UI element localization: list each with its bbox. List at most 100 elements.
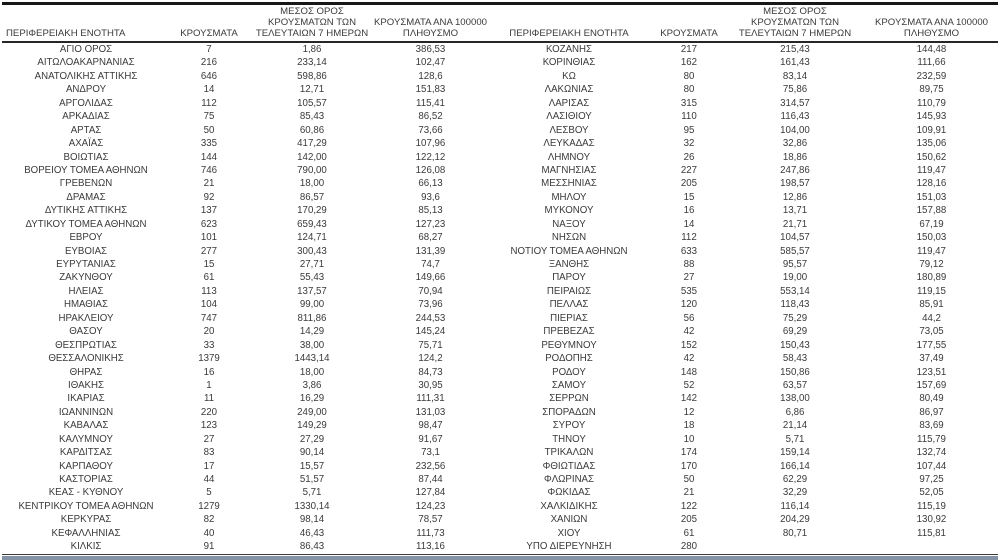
region-cell: ΙΘΑΚΗΣ bbox=[68, 379, 104, 391]
cases-cell: 20 bbox=[203, 326, 215, 338]
cases-cell: 217 bbox=[680, 44, 698, 55]
avg7-cell: 314,57 bbox=[780, 97, 810, 109]
cases-cell: 633 bbox=[680, 245, 698, 257]
per100k-cell: 78,57 bbox=[418, 514, 443, 526]
avg7-cell: 15,57 bbox=[299, 460, 325, 472]
avg7-cell: 21,71 bbox=[782, 218, 808, 230]
cases-cell: 16 bbox=[203, 366, 215, 378]
cases-cell: 80 bbox=[683, 70, 695, 82]
cases-cell: 18 bbox=[683, 420, 695, 432]
per100k-cell: 66,13 bbox=[418, 178, 443, 190]
avg7-cell: 18,00 bbox=[299, 178, 325, 190]
header-cases-left-label: ΚΡΟΥΣΜΑΤΑ bbox=[180, 28, 238, 39]
cases-cell: 112 bbox=[201, 97, 217, 109]
region-cell: ΚΟΖΑΝΗΣ bbox=[545, 44, 593, 55]
avg7-cell: 166,14 bbox=[780, 460, 810, 472]
avg7-cell: 99,00 bbox=[299, 299, 325, 311]
table-row: ΑΧΑΪΑΣ 335 417,29 107,96 ΛΕΥΚΑΔΑΣ 32 32,86 135,… bbox=[2, 137, 998, 150]
avg7-cell: 233,14 bbox=[297, 57, 327, 69]
avg7-cell: 204,29 bbox=[780, 514, 810, 526]
region-cell: ΜΥΚΟΝΟΥ bbox=[544, 205, 594, 217]
avg7-cell: 142,00 bbox=[297, 151, 327, 163]
table-row: ΒΟΙΩΤΙΑΣ 144 142,00 122,12 ΛΗΜΝΟΥ 26 18,86 150,… bbox=[2, 151, 998, 164]
per100k-cell: 79,12 bbox=[919, 259, 944, 270]
region-cell: ΚΙΛΚΙΣ bbox=[70, 541, 102, 553]
per100k-cell: 123,51 bbox=[916, 366, 947, 378]
table-body: ΑΓΙΟ ΟΡΟΣ 7 1,86 386,53 ΚΟΖΑΝΗΣ 217 215,43 144,… bbox=[2, 43, 998, 555]
per100k-cell: 144,48 bbox=[916, 44, 947, 55]
cases-cell: 137 bbox=[200, 205, 218, 217]
cases-cell: 32 bbox=[683, 138, 695, 150]
region-cell: ΕΥΡΥΤΑΝΙΑΣ bbox=[56, 259, 116, 270]
avg7-cell: 124,71 bbox=[297, 232, 327, 244]
avg7-cell: 1,86 bbox=[302, 44, 322, 55]
header-region-right: ΠΕΡΙΦΕΡΕΙΑΚΗ ΕΝΟΤΗΤΑ bbox=[485, 5, 653, 41]
cases-cell: 42 bbox=[683, 353, 695, 365]
per100k-cell: 177,55 bbox=[916, 339, 947, 351]
avg7-cell: 5,71 bbox=[302, 487, 322, 499]
table-row: ΙΘΑΚΗΣ 1 3,86 30,95 ΣΑΜΟΥ 52 63,57 157,69 bbox=[2, 379, 998, 392]
avg7-cell: 62,29 bbox=[782, 474, 808, 485]
avg7-cell: 138,00 bbox=[780, 393, 810, 405]
region-cell: ΡΟΔΟΥ bbox=[552, 366, 586, 378]
per100k-cell bbox=[865, 540, 998, 553]
per100k-cell: 87,44 bbox=[418, 474, 443, 485]
per100k-cell: 98,47 bbox=[418, 420, 443, 432]
per100k-cell: 30,95 bbox=[418, 379, 443, 391]
avg7-cell: 659,43 bbox=[297, 218, 327, 230]
cases-cell: 27 bbox=[683, 272, 695, 284]
header-per100k-left-line2: ΠΛΗΘΥΣΜΟ bbox=[402, 28, 459, 39]
region-cell: ΘΕΣΠΡΩΤΙΑΣ bbox=[55, 339, 117, 351]
per100k-cell: 145,93 bbox=[916, 111, 947, 123]
per100k-cell: 157,88 bbox=[916, 205, 947, 217]
avg7-cell bbox=[725, 540, 865, 553]
region-cell: ΑΙΤΩΛΟΑΚΑΡΝΑΝΙΑΣ bbox=[37, 57, 135, 69]
avg7-cell: 18,00 bbox=[299, 366, 325, 378]
avg7-cell: 116,14 bbox=[780, 500, 810, 512]
avg7-cell: 63,57 bbox=[782, 379, 808, 391]
cases-cell: 142 bbox=[680, 393, 698, 405]
table-row: ΚΕΡΚΥΡΑΣ 82 98,14 78,57 ΧΑΝΙΩΝ 205 204,29 130,9… bbox=[2, 513, 998, 526]
avg7-cell: 417,29 bbox=[297, 138, 327, 150]
avg7-cell: 118,43 bbox=[780, 299, 810, 311]
avg7-cell: 104,00 bbox=[780, 124, 810, 136]
cases-cell: 12 bbox=[683, 406, 695, 418]
avg7-cell: 83,14 bbox=[782, 70, 808, 82]
avg7-cell: 811,86 bbox=[297, 312, 327, 324]
per100k-cell: 113,16 bbox=[416, 541, 445, 553]
cases-cell: 623 bbox=[200, 218, 218, 230]
cases-cell: 746 bbox=[200, 164, 218, 176]
avg7-cell: 21,14 bbox=[782, 420, 808, 432]
per100k-cell: 93,6 bbox=[421, 191, 440, 203]
cases-cell: 82 bbox=[203, 514, 215, 526]
avg7-cell: 27,29 bbox=[299, 433, 325, 445]
avg7-cell: 95,57 bbox=[782, 259, 808, 270]
cases-cell: 21 bbox=[203, 178, 215, 190]
region-cell: ΧΑΛΚΙΔΙΚΗΣ bbox=[540, 500, 598, 512]
table-row: ΚΙΛΚΙΣ 91 86,43 113,16 ΥΠΟ ΔΙΕΡΕΥΝΗΣΗ 280 bbox=[2, 540, 998, 553]
per100k-cell: 85,91 bbox=[919, 299, 944, 311]
cases-cell: 747 bbox=[200, 312, 218, 324]
per100k-cell: 122,12 bbox=[415, 151, 446, 163]
per100k-cell: 83,69 bbox=[919, 420, 944, 432]
region-cell: ΛΑΡΙΣΑΣ bbox=[548, 97, 590, 109]
cases-cell: 52 bbox=[683, 379, 695, 391]
table-row: ΑΓΙΟ ΟΡΟΣ 7 1,86 386,53 ΚΟΖΑΝΗΣ 217 215,43 144,… bbox=[2, 43, 998, 56]
table-row: ΗΛΕΙΑΣ 113 137,57 70,94 ΠΕΙΡΑΙΩΣ 535 553,14 119… bbox=[2, 285, 998, 298]
region-cell: ΘΕΣΣΑΛΟΝΙΚΗΣ bbox=[48, 353, 124, 365]
per100k-cell: 115,81 bbox=[917, 527, 946, 539]
cases-cell: 10 bbox=[683, 433, 695, 445]
region-cell: ΗΜΑΘΙΑΣ bbox=[63, 299, 108, 311]
avg7-cell: 90,14 bbox=[299, 447, 325, 459]
table-header-row: ΠΕΡΙΦΕΡΕΙΑΚΗ ΕΝΟΤΗΤΑ ΚΡΟΥΣΜΑΤΑ ΜΕΣΟΣ ΟΡΟ… bbox=[2, 5, 998, 43]
avg7-cell: 198,57 bbox=[780, 178, 810, 190]
per100k-cell: 111,31 bbox=[416, 393, 445, 405]
region-cell: ΚΕΡΚΥΡΑΣ bbox=[60, 514, 112, 526]
table-row: ΕΒΡΟΥ 101 124,71 68,27 ΝΗΣΩΝ 112 104,57 150,03 bbox=[2, 231, 998, 244]
avg7-cell: 18,86 bbox=[782, 151, 808, 163]
region-cell: ΕΥΒΟΙΑΣ bbox=[64, 245, 108, 257]
avg7-cell: 790,00 bbox=[297, 164, 327, 176]
cases-cell: 16 bbox=[683, 205, 695, 217]
avg7-cell: 150,43 bbox=[780, 339, 810, 351]
header-region-left-label: ΠΕΡΙΦΕΡΕΙΑΚΗ ΕΝΟΤΗΤΑ bbox=[6, 28, 126, 39]
